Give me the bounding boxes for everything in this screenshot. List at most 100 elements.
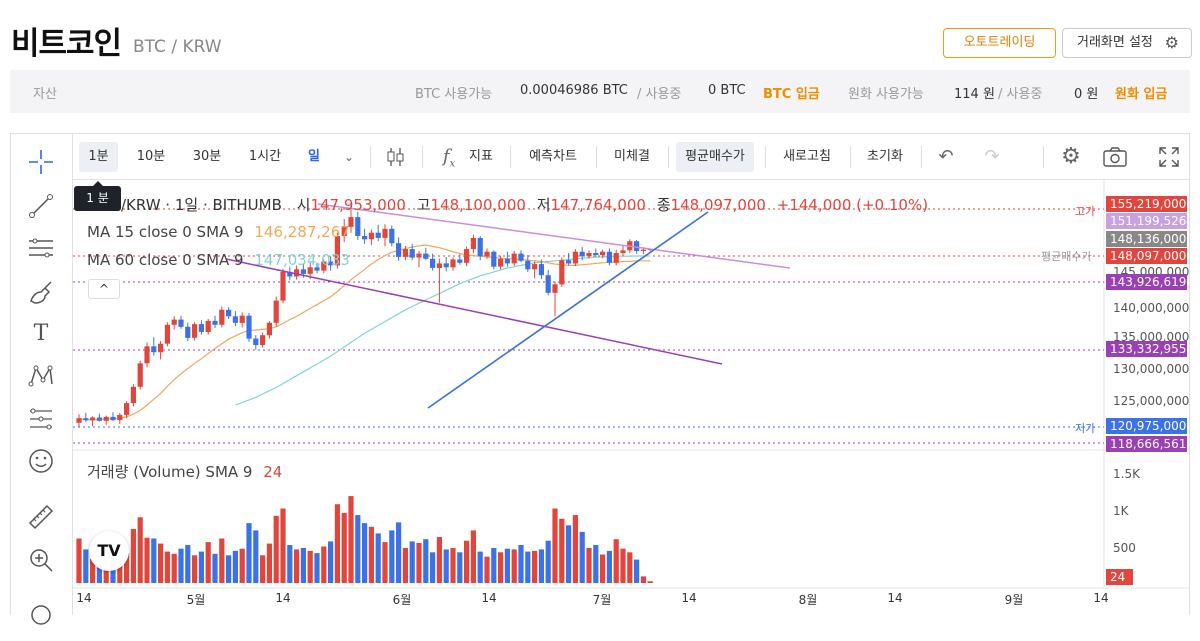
- change-value: +144,000 (+0.10%): [776, 196, 929, 214]
- interval-10m[interactable]: 10분: [136, 149, 166, 164]
- ma15-legend: MA 15 close 0 SMA 9 146,287,267: [87, 223, 350, 241]
- function-icon[interactable]: fx: [442, 146, 456, 170]
- candle-body: [484, 251, 490, 257]
- high-value: 148,100,000: [430, 196, 526, 214]
- volume-bar: [334, 504, 340, 583]
- brush-icon[interactable]: [25, 275, 57, 307]
- time-tick: 14: [275, 591, 291, 605]
- price-chart[interactable]: [0, 0, 1200, 615]
- candle-body: [205, 320, 211, 332]
- price-tick: 130,000,000: [1113, 362, 1190, 376]
- volume-bar: [586, 548, 592, 583]
- volume-bar: [375, 533, 381, 583]
- candle-body: [498, 258, 504, 267]
- undo-icon[interactable]: ↶: [938, 146, 954, 167]
- candle-body: [518, 253, 524, 261]
- zoom-in-icon[interactable]: [25, 544, 57, 576]
- btc-in-use-label: / 사용중: [637, 87, 682, 102]
- candle-body: [545, 275, 551, 293]
- indicator-button[interactable]: 지표: [469, 149, 493, 164]
- ruler-icon[interactable]: [25, 501, 57, 533]
- collapse-legend-button[interactable]: ^: [88, 279, 120, 299]
- candle-body: [593, 253, 599, 255]
- volume-bar: [76, 538, 82, 583]
- price-label-channel-mid: 143,926,619: [1106, 274, 1187, 290]
- pattern-icon[interactable]: [25, 360, 57, 392]
- volume-bar: [151, 538, 157, 583]
- krw-deposit-link[interactable]: 원화 입금: [1115, 87, 1168, 102]
- auto-trading-button[interactable]: 오토트레이딩: [943, 28, 1056, 58]
- candle-body: [402, 249, 408, 257]
- screen-settings-button[interactable]: 거래화면 설정 ⚙: [1062, 28, 1192, 58]
- page-title: 비트코인: [11, 26, 122, 62]
- volume-bar: [579, 531, 585, 583]
- interval-30m[interactable]: 30분: [192, 149, 222, 164]
- low-label: 저: [536, 196, 551, 214]
- volume-bar: [205, 542, 211, 583]
- volume-bar: [627, 552, 633, 583]
- price-label-channel-top: 151,199,526: [1106, 213, 1187, 229]
- candle-body: [348, 217, 354, 227]
- volume-bar: [436, 537, 442, 583]
- avg-buy-price-button[interactable]: 평균매수가: [676, 142, 754, 172]
- candle-body: [450, 259, 456, 268]
- volume-bar: [504, 548, 510, 583]
- volume-tick: 500: [1113, 541, 1136, 555]
- btc-in-use-value: 0 BTC: [708, 83, 746, 98]
- volume-bar: [566, 525, 572, 583]
- redo-icon[interactable]: ↷: [984, 146, 1000, 167]
- candle-body: [219, 309, 225, 325]
- candle-body: [321, 261, 327, 271]
- btc-deposit-link[interactable]: BTC 입금: [763, 87, 820, 102]
- fib-retracement-icon[interactable]: [25, 232, 57, 264]
- candle-body: [640, 249, 646, 251]
- volume-bar: [518, 545, 524, 583]
- volume-tick: 1K: [1113, 504, 1129, 518]
- volume-bar: [355, 515, 361, 583]
- interval-1h[interactable]: 1시간: [248, 149, 282, 164]
- forecast-chart-button[interactable]: 예측차트: [529, 149, 577, 164]
- volume-bar: [300, 548, 306, 583]
- fullscreen-icon[interactable]: [1155, 142, 1183, 172]
- chevron-down-icon[interactable]: ⌄: [343, 150, 355, 164]
- price-label-channel-bottom: 133,332,955: [1106, 341, 1187, 357]
- volume-bar: [287, 545, 293, 583]
- candlestick-type-icon[interactable]: [383, 142, 409, 172]
- volume-bar: [634, 559, 640, 583]
- prediction-icon[interactable]: [25, 403, 57, 435]
- volume-bar: [144, 537, 150, 583]
- candle-body: [416, 253, 422, 258]
- emoji-icon[interactable]: [25, 445, 57, 477]
- unfilled-orders-button[interactable]: 미체결: [614, 149, 650, 164]
- camera-icon[interactable]: [1099, 142, 1131, 172]
- volume-bar: [545, 540, 551, 583]
- volume-bar: [457, 552, 463, 583]
- open-value: 147,953,000: [310, 196, 406, 214]
- settings-gear-icon[interactable]: ⚙: [1061, 144, 1081, 169]
- text-icon[interactable]: T: [33, 321, 49, 346]
- interval-day[interactable]: 일: [308, 149, 320, 164]
- reset-button[interactable]: 초기화: [867, 149, 903, 164]
- candle-body: [144, 346, 150, 364]
- volume-bar: [232, 550, 238, 583]
- volume-bar: [212, 553, 218, 583]
- refresh-button[interactable]: 새로고침: [783, 149, 831, 164]
- price-label-current: 148,097,000: [1106, 248, 1187, 264]
- candle-body: [314, 267, 320, 271]
- candle-body: [212, 320, 218, 325]
- candle-body: [396, 243, 402, 257]
- gear-icon: ⚙: [1164, 33, 1179, 52]
- volume-legend: 거래량 (Volume) SMA 9 24: [87, 461, 282, 482]
- candle-body: [470, 238, 476, 250]
- volume-bar: [348, 496, 354, 583]
- volume-bar: [470, 530, 476, 583]
- trendline-icon[interactable]: [25, 190, 57, 222]
- interval-1m[interactable]: 1분: [79, 142, 118, 172]
- volume-bar: [606, 550, 612, 583]
- volume-bar: [511, 549, 517, 583]
- crosshair-icon[interactable]: [25, 146, 57, 178]
- candle-body: [613, 253, 619, 263]
- volume-value: 24: [263, 463, 283, 481]
- candle-body: [178, 319, 184, 327]
- candle-body: [246, 315, 252, 339]
